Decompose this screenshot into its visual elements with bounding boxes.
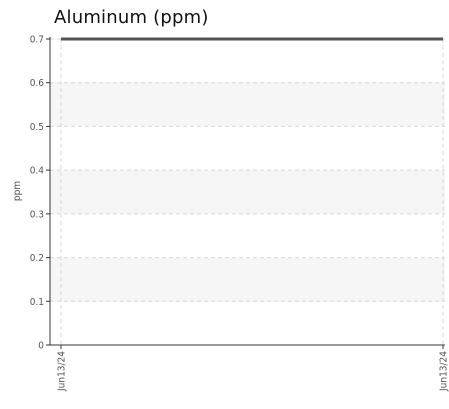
chart-title: Aluminum (ppm): [54, 7, 209, 28]
background-band: [50, 170, 445, 214]
x-tick-label: Jun13/24: [57, 351, 68, 392]
y-tick-label: 0.1: [30, 297, 44, 308]
y-tick-label: 0.6: [30, 78, 45, 89]
y-tick-label: 0.7: [30, 35, 44, 46]
y-axis-ticks: 0 0.1 0.2 0.3 0.4 0.5 0.6 0.7: [30, 35, 50, 352]
background-band: [50, 82, 445, 127]
axes: [49, 37, 445, 346]
y-tick-label: 0.2: [30, 253, 44, 264]
y-axis-label: ppm: [12, 181, 23, 201]
background-band: [50, 257, 445, 302]
y-tick-label: 0.3: [30, 209, 44, 220]
y-tick-label: 0: [38, 341, 44, 352]
y-tick-label: 0.4: [30, 166, 45, 177]
x-tick-label: Jun13/24: [439, 351, 449, 392]
y-tick-label: 0.5: [30, 122, 44, 133]
x-axis-ticks: Jun13/24 Jun13/24: [57, 345, 449, 392]
background-bands: [50, 82, 445, 302]
